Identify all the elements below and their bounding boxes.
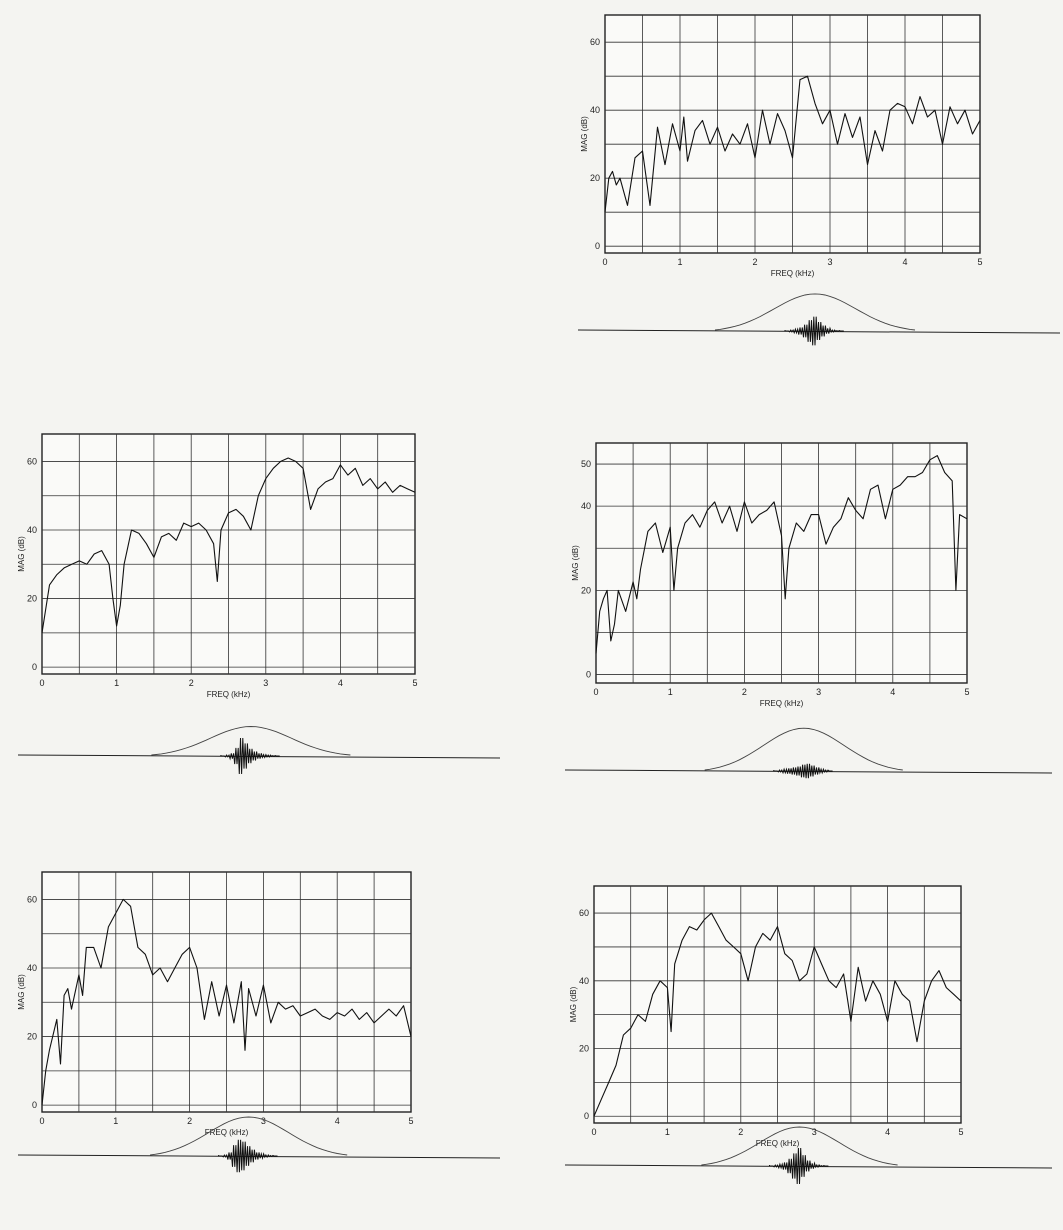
y-tick-label: 20 [581,585,591,595]
y-tick-label: 0 [584,1111,589,1121]
window-envelope [151,726,351,756]
y-tick-label: 60 [27,894,37,904]
y-axis-label: MAG (dB) [17,974,26,1010]
x-tick-label: 0 [591,1127,596,1137]
y-tick-label: 40 [579,976,589,986]
y-axis-label: MAG (dB) [571,545,580,581]
x-tick-label: 2 [752,257,757,267]
x-tick-label: 1 [668,687,673,697]
y-axis-label: MAG (dB) [580,116,589,152]
chart-panel-1: 0 1 2 3 4 5 0 20 40 60 FREQ (kHz) MAG (dB) [577,14,1061,346]
window-envelope [150,1116,348,1156]
x-tick-label: 4 [890,687,895,697]
y-axis-label: MAG (dB) [17,536,26,572]
spectrum-line-1 [41,898,412,1106]
x-tick-label: 4 [885,1127,890,1137]
x-axis-label: FREQ (kHz) [207,690,251,699]
x-tick-label: 4 [335,1116,340,1126]
waveform-trace [564,727,1053,779]
y-tick-label: 20 [27,594,37,604]
x-tick-label: 3 [812,1127,817,1137]
waveform-trace [577,293,1061,346]
pulse-oscillation [218,1139,278,1173]
x-tick-label: 5 [964,687,969,697]
y-tick-label: 40 [27,963,37,973]
x-tick-label: 5 [408,1116,413,1126]
x-tick-label: 2 [187,1116,192,1126]
x-tick-label: 3 [261,1116,266,1126]
x-tick-label: 2 [738,1127,743,1137]
x-tick-label: 1 [665,1127,670,1137]
waveform-baseline [17,1154,501,1159]
pulse-oscillation [784,316,844,346]
y-tick-label: 40 [581,501,591,511]
x-tick-label: 4 [338,678,343,688]
x-tick-label: 3 [827,257,832,267]
x-tick-label: 0 [602,257,607,267]
waveform-trace [17,726,501,775]
window-envelope [704,727,903,771]
x-tick-label: 2 [742,687,747,697]
window-envelope [714,293,916,331]
y-axis-label: MAG (dB) [569,986,578,1022]
spectrum-line-1 [604,75,981,213]
x-tick-label: 0 [39,678,44,688]
spectrum-line-1 [595,455,968,654]
waveform-trace [17,1116,501,1173]
x-tick-label: 1 [114,678,119,688]
spectrum-line-1 [593,912,962,1117]
y-tick-label: 0 [32,662,37,672]
x-tick-label: 3 [816,687,821,697]
x-tick-label: 1 [677,257,682,267]
y-tick-label: 0 [595,241,600,251]
chart-panel-2: 0 1 2 3 4 5 0 20 40 60 FREQ (kHz) MAG (dB) [17,433,501,775]
pulse-oscillation [768,1147,829,1185]
x-tick-label: 2 [189,678,194,688]
y-tick-label: 60 [579,908,589,918]
waveform-baseline [17,754,501,759]
y-tick-label: 40 [27,525,37,535]
y-tick-label: 0 [586,670,591,680]
y-tick-label: 60 [27,456,37,466]
x-tick-label: 3 [263,678,268,688]
x-axis-label: FREQ (kHz) [771,269,815,278]
y-tick-label: 20 [590,173,600,183]
x-tick-label: 5 [958,1127,963,1137]
chart-panel-4: 0 1 2 3 4 5 0 20 40 60 FREQ (kHz) MAG (dB) [17,871,501,1173]
x-tick-label: 1 [113,1116,118,1126]
y-tick-label: 20 [579,1044,589,1054]
x-tick-label: 4 [902,257,907,267]
y-tick-label: 20 [27,1032,37,1042]
x-tick-label: 5 [412,678,417,688]
y-tick-label: 60 [590,37,600,47]
x-tick-label: 0 [39,1116,44,1126]
pulse-oscillation [773,763,833,779]
spectrum-line-1 [41,457,416,633]
chart-panel-5: 0 1 2 3 4 5 0 20 40 60 FREQ (kHz) MAG (dB) [564,885,1053,1185]
window-envelope [701,1126,898,1166]
y-tick-label: 0 [32,1100,37,1110]
x-tick-label: 5 [977,257,982,267]
x-tick-label: 0 [593,687,598,697]
x-axis-label: FREQ (kHz) [205,1128,249,1137]
y-tick-label: 50 [581,459,591,469]
pulse-oscillation [220,737,280,775]
x-axis-label: FREQ (kHz) [756,1139,800,1148]
x-axis-label: FREQ (kHz) [760,699,804,708]
y-tick-label: 40 [590,105,600,115]
waveform-trace [564,1126,1053,1185]
